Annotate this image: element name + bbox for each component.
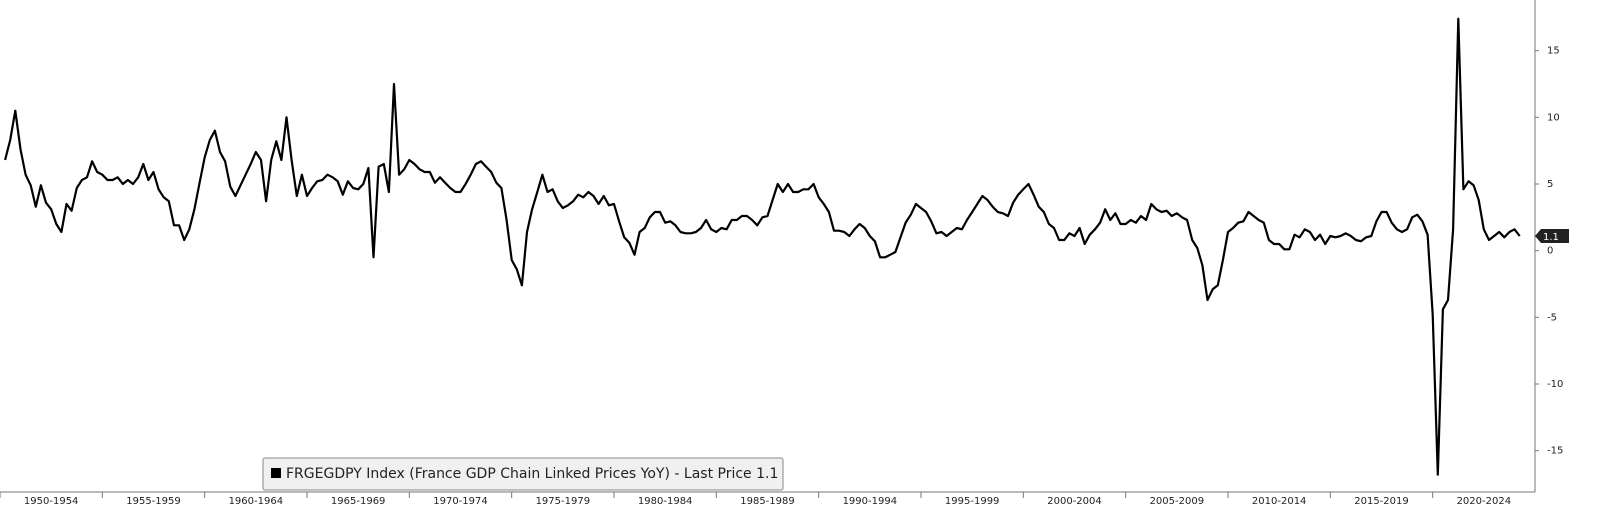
y-tick-label: 10 <box>1547 112 1560 123</box>
x-tick-label: 1955-1959 <box>126 496 181 507</box>
legend: FRGEGDPY Index (France GDP Chain Linked … <box>262 457 784 491</box>
x-tick-label: 2020-2024 <box>1457 496 1512 507</box>
y-tick-label: 5 <box>1547 179 1553 190</box>
legend-swatch <box>271 468 281 478</box>
x-tick-label: 1960-1964 <box>229 496 284 507</box>
x-tick-label: 1975-1979 <box>536 496 591 507</box>
x-tick-label: 1950-1954 <box>24 496 79 507</box>
x-tick-label: 2015-2019 <box>1354 496 1409 507</box>
x-tick-label: 1985-1989 <box>740 496 795 507</box>
y-tick-label: -5 <box>1547 312 1557 323</box>
x-tick-label: 1990-1994 <box>843 496 898 507</box>
legend-label: FRGEGDPY Index (France GDP Chain Linked … <box>286 466 778 482</box>
x-tick-label: 2005-2009 <box>1150 496 1205 507</box>
x-tick-label: 1980-1984 <box>638 496 693 507</box>
last-price-tag <box>1535 229 1569 243</box>
y-tick-label: 15 <box>1547 46 1560 57</box>
x-tick-label: 1965-1969 <box>331 496 386 507</box>
y-tick-label: 0 <box>1547 246 1553 257</box>
last-price-label: 1.1 <box>1543 232 1559 243</box>
legend-box <box>262 457 784 491</box>
data-line <box>4 17 1521 476</box>
x-tick-label: 2000-2004 <box>1047 496 1102 507</box>
x-tick-label: 1970-1974 <box>433 496 488 507</box>
y-tick-label: -15 <box>1547 446 1563 457</box>
y-tick-label: -10 <box>1547 379 1563 390</box>
x-tick-label: 1995-1999 <box>945 496 1000 507</box>
x-tick-label: 2010-2014 <box>1252 496 1307 507</box>
